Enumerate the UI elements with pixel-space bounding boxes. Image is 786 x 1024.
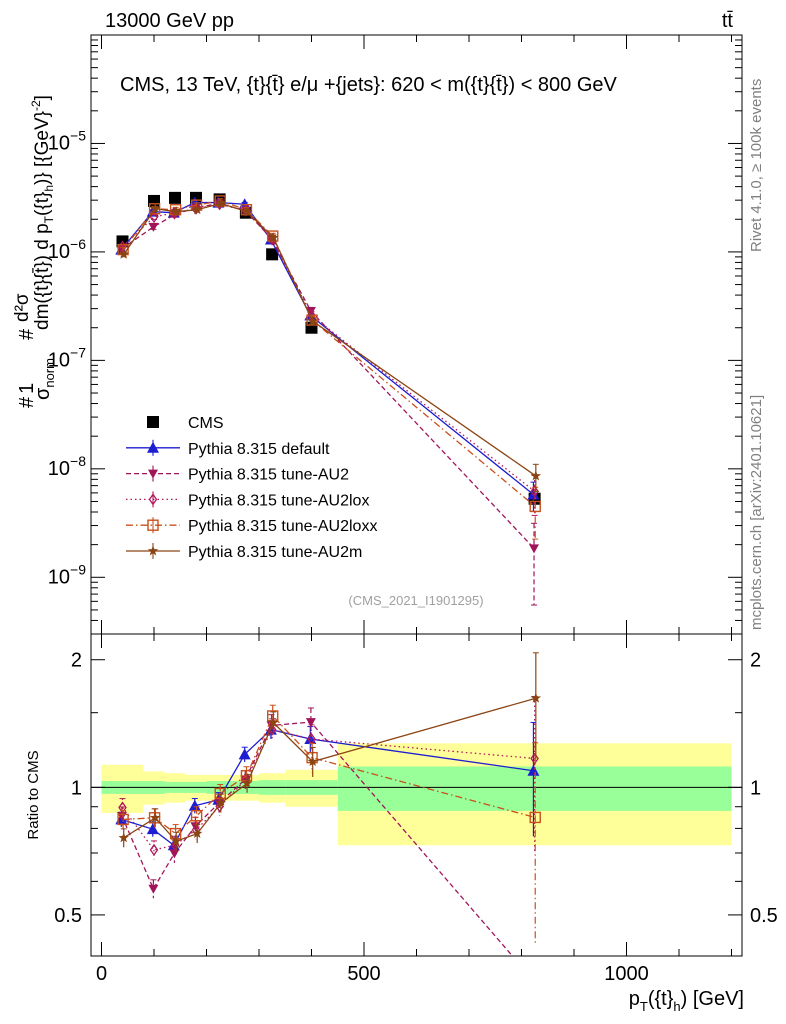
point-diamond-open <box>530 485 539 498</box>
series-line <box>122 203 536 492</box>
point-star <box>149 203 161 214</box>
y-tick-label: 10−8 <box>48 453 86 480</box>
series-ratio-4 <box>118 652 542 851</box>
point-star <box>268 232 279 243</box>
legend-entry-0: CMS <box>188 415 224 432</box>
legend-entry-4: Pythia 8.315 tune-AU2loxx <box>188 518 377 535</box>
ratio-point-star <box>149 812 161 823</box>
data-point-cms <box>169 191 181 204</box>
y-tick-label: 10−5 <box>48 127 86 154</box>
series-line <box>122 200 536 507</box>
ratio-point-star <box>118 832 129 843</box>
point-star <box>307 315 318 326</box>
point-triangle-down <box>529 544 540 554</box>
data-point-cms <box>266 248 279 261</box>
svg-text:#: # <box>16 328 38 340</box>
ratio-point-star <box>191 828 203 839</box>
legend-marker <box>147 416 159 428</box>
x-tick-label: 500 <box>347 963 380 985</box>
ratio-point-triangle-up <box>238 748 251 760</box>
point-diamond-open <box>149 210 159 224</box>
x-tick-label: 1000 <box>604 963 649 985</box>
ratio-point-star <box>268 717 279 728</box>
ratio-y-tick-label-right: 1 <box>750 777 761 799</box>
ratio-y-tick-label: 1 <box>71 777 82 799</box>
ratio-point-diamond-open <box>149 843 159 857</box>
point-star <box>241 206 253 217</box>
ratio-point-triangle-up <box>146 823 159 835</box>
ratio-point-triangle-down <box>148 884 159 894</box>
y-tick-label: 10−7 <box>48 344 86 371</box>
legend-marker <box>148 493 158 506</box>
main-y-axis-label: #1 σnorm # d²σ dm({t}{t̄}) d pT({t}h)} [… <box>12 95 57 408</box>
ratio-line <box>123 714 536 835</box>
ratio-series <box>115 652 542 957</box>
ratio-point-square-open <box>190 810 203 822</box>
legend-entry-5: Pythia 8.315 tune-AU2m <box>188 544 362 561</box>
legend-marker <box>148 469 158 479</box>
svg-text:σnorm: σnorm <box>32 358 57 400</box>
ratio-point-star <box>215 797 227 808</box>
header-right: tt̄ <box>722 10 734 32</box>
legend-marker <box>147 545 159 556</box>
ratio-line <box>121 728 535 851</box>
svg-text:#1: #1 <box>16 383 38 408</box>
ratio-point-triangle-up <box>527 764 540 776</box>
point-star <box>118 248 129 259</box>
ratio-point-triangle-up <box>188 799 201 811</box>
header-left: 13000 GeV pp <box>105 10 234 32</box>
ratio-axes: 0.5 0.5 1 1 2 2 0 500 1000 <box>54 634 778 985</box>
ratio-y-tick-label-right: 0.5 <box>750 905 778 927</box>
legend-marker <box>147 441 159 453</box>
ratio-point-diamond-open <box>267 723 277 736</box>
point-square-open <box>529 500 541 513</box>
point-star <box>215 197 227 208</box>
svg-text:dm({t}{t̄}) d pT({t}h)} [{GeV}: dm({t}{t̄}) d pT({t}h)} [{GeV}-2] <box>29 95 56 330</box>
rivet-label: Rivet 4.1.0, ≥ 100k events <box>748 79 765 252</box>
main-axes: 10−9 10−8 10−7 10−6 10−5 <box>48 35 742 635</box>
series-main-4 <box>118 197 542 492</box>
y-tick-label: 10−9 <box>48 561 86 588</box>
ratio-point-triangle-down <box>169 849 180 859</box>
ratio-point-star <box>170 835 182 846</box>
ratio-point-square-open <box>117 813 129 826</box>
x-axis-label: pT({t}h) [GeV] <box>629 988 744 1014</box>
y-tick-label: 10−6 <box>48 236 86 263</box>
legend-entry-2: Pythia 8.315 tune-AU2 <box>188 467 349 484</box>
ratio-point-triangle-down <box>305 718 316 728</box>
chart-title: CMS, 13 TeV, {t}{t̄} e/μ +{jets}: 620 < … <box>120 74 618 96</box>
ratio-point-star <box>530 692 542 703</box>
legend-marker <box>147 519 159 531</box>
point-star <box>530 470 542 481</box>
ratio-y-tick-label: 0.5 <box>54 905 82 927</box>
point-square-open <box>169 204 182 216</box>
x-tick-label: 0 <box>96 963 107 985</box>
ratio-point-star <box>307 756 318 767</box>
ratio-y-tick-label: 2 <box>71 650 82 672</box>
legend-entry-3: Pythia 8.315 tune-AU2lox <box>188 492 369 509</box>
ratio-point-star <box>241 777 253 788</box>
ratio-point-square-open <box>529 811 541 824</box>
ratio-y-axis-label: Ratio to CMS <box>25 750 42 839</box>
legend: CMS Pythia 8.315 default Pythia 8.315 tune… <box>126 415 377 561</box>
series-line <box>123 202 537 477</box>
point-triangle-down <box>148 222 159 232</box>
svg-text:d²σ: d²σ <box>12 293 33 322</box>
analysis-id: (CMS_2021_I1901295) <box>348 593 483 608</box>
ratio-y-tick-label-right: 2 <box>750 650 761 672</box>
legend-entry-1: Pythia 8.315 default <box>188 441 330 458</box>
point-star <box>191 204 203 215</box>
main-series <box>115 191 542 606</box>
point-star <box>170 206 182 217</box>
mcplots-label: mcplots.cern.ch [arXiv:2401.10621] <box>748 395 765 630</box>
series-main-0 <box>115 196 540 512</box>
